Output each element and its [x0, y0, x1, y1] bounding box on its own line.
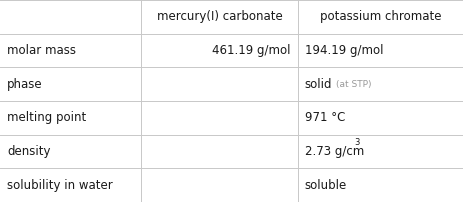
- Text: potassium chromate: potassium chromate: [319, 10, 441, 23]
- Text: mercury(I) carbonate: mercury(I) carbonate: [156, 10, 282, 23]
- Text: 3: 3: [355, 138, 360, 147]
- Text: density: density: [7, 145, 50, 158]
- Text: solid: solid: [305, 78, 332, 91]
- Text: phase: phase: [7, 78, 43, 91]
- Text: molar mass: molar mass: [7, 44, 76, 57]
- Text: (at STP): (at STP): [336, 80, 372, 89]
- Text: melting point: melting point: [7, 111, 86, 124]
- Text: 461.19 g/mol: 461.19 g/mol: [212, 44, 291, 57]
- Text: 971 °C: 971 °C: [305, 111, 345, 124]
- Text: solubility in water: solubility in water: [7, 179, 113, 192]
- Text: soluble: soluble: [305, 179, 347, 192]
- Text: 2.73 g/cm: 2.73 g/cm: [305, 145, 364, 158]
- Text: 194.19 g/mol: 194.19 g/mol: [305, 44, 383, 57]
